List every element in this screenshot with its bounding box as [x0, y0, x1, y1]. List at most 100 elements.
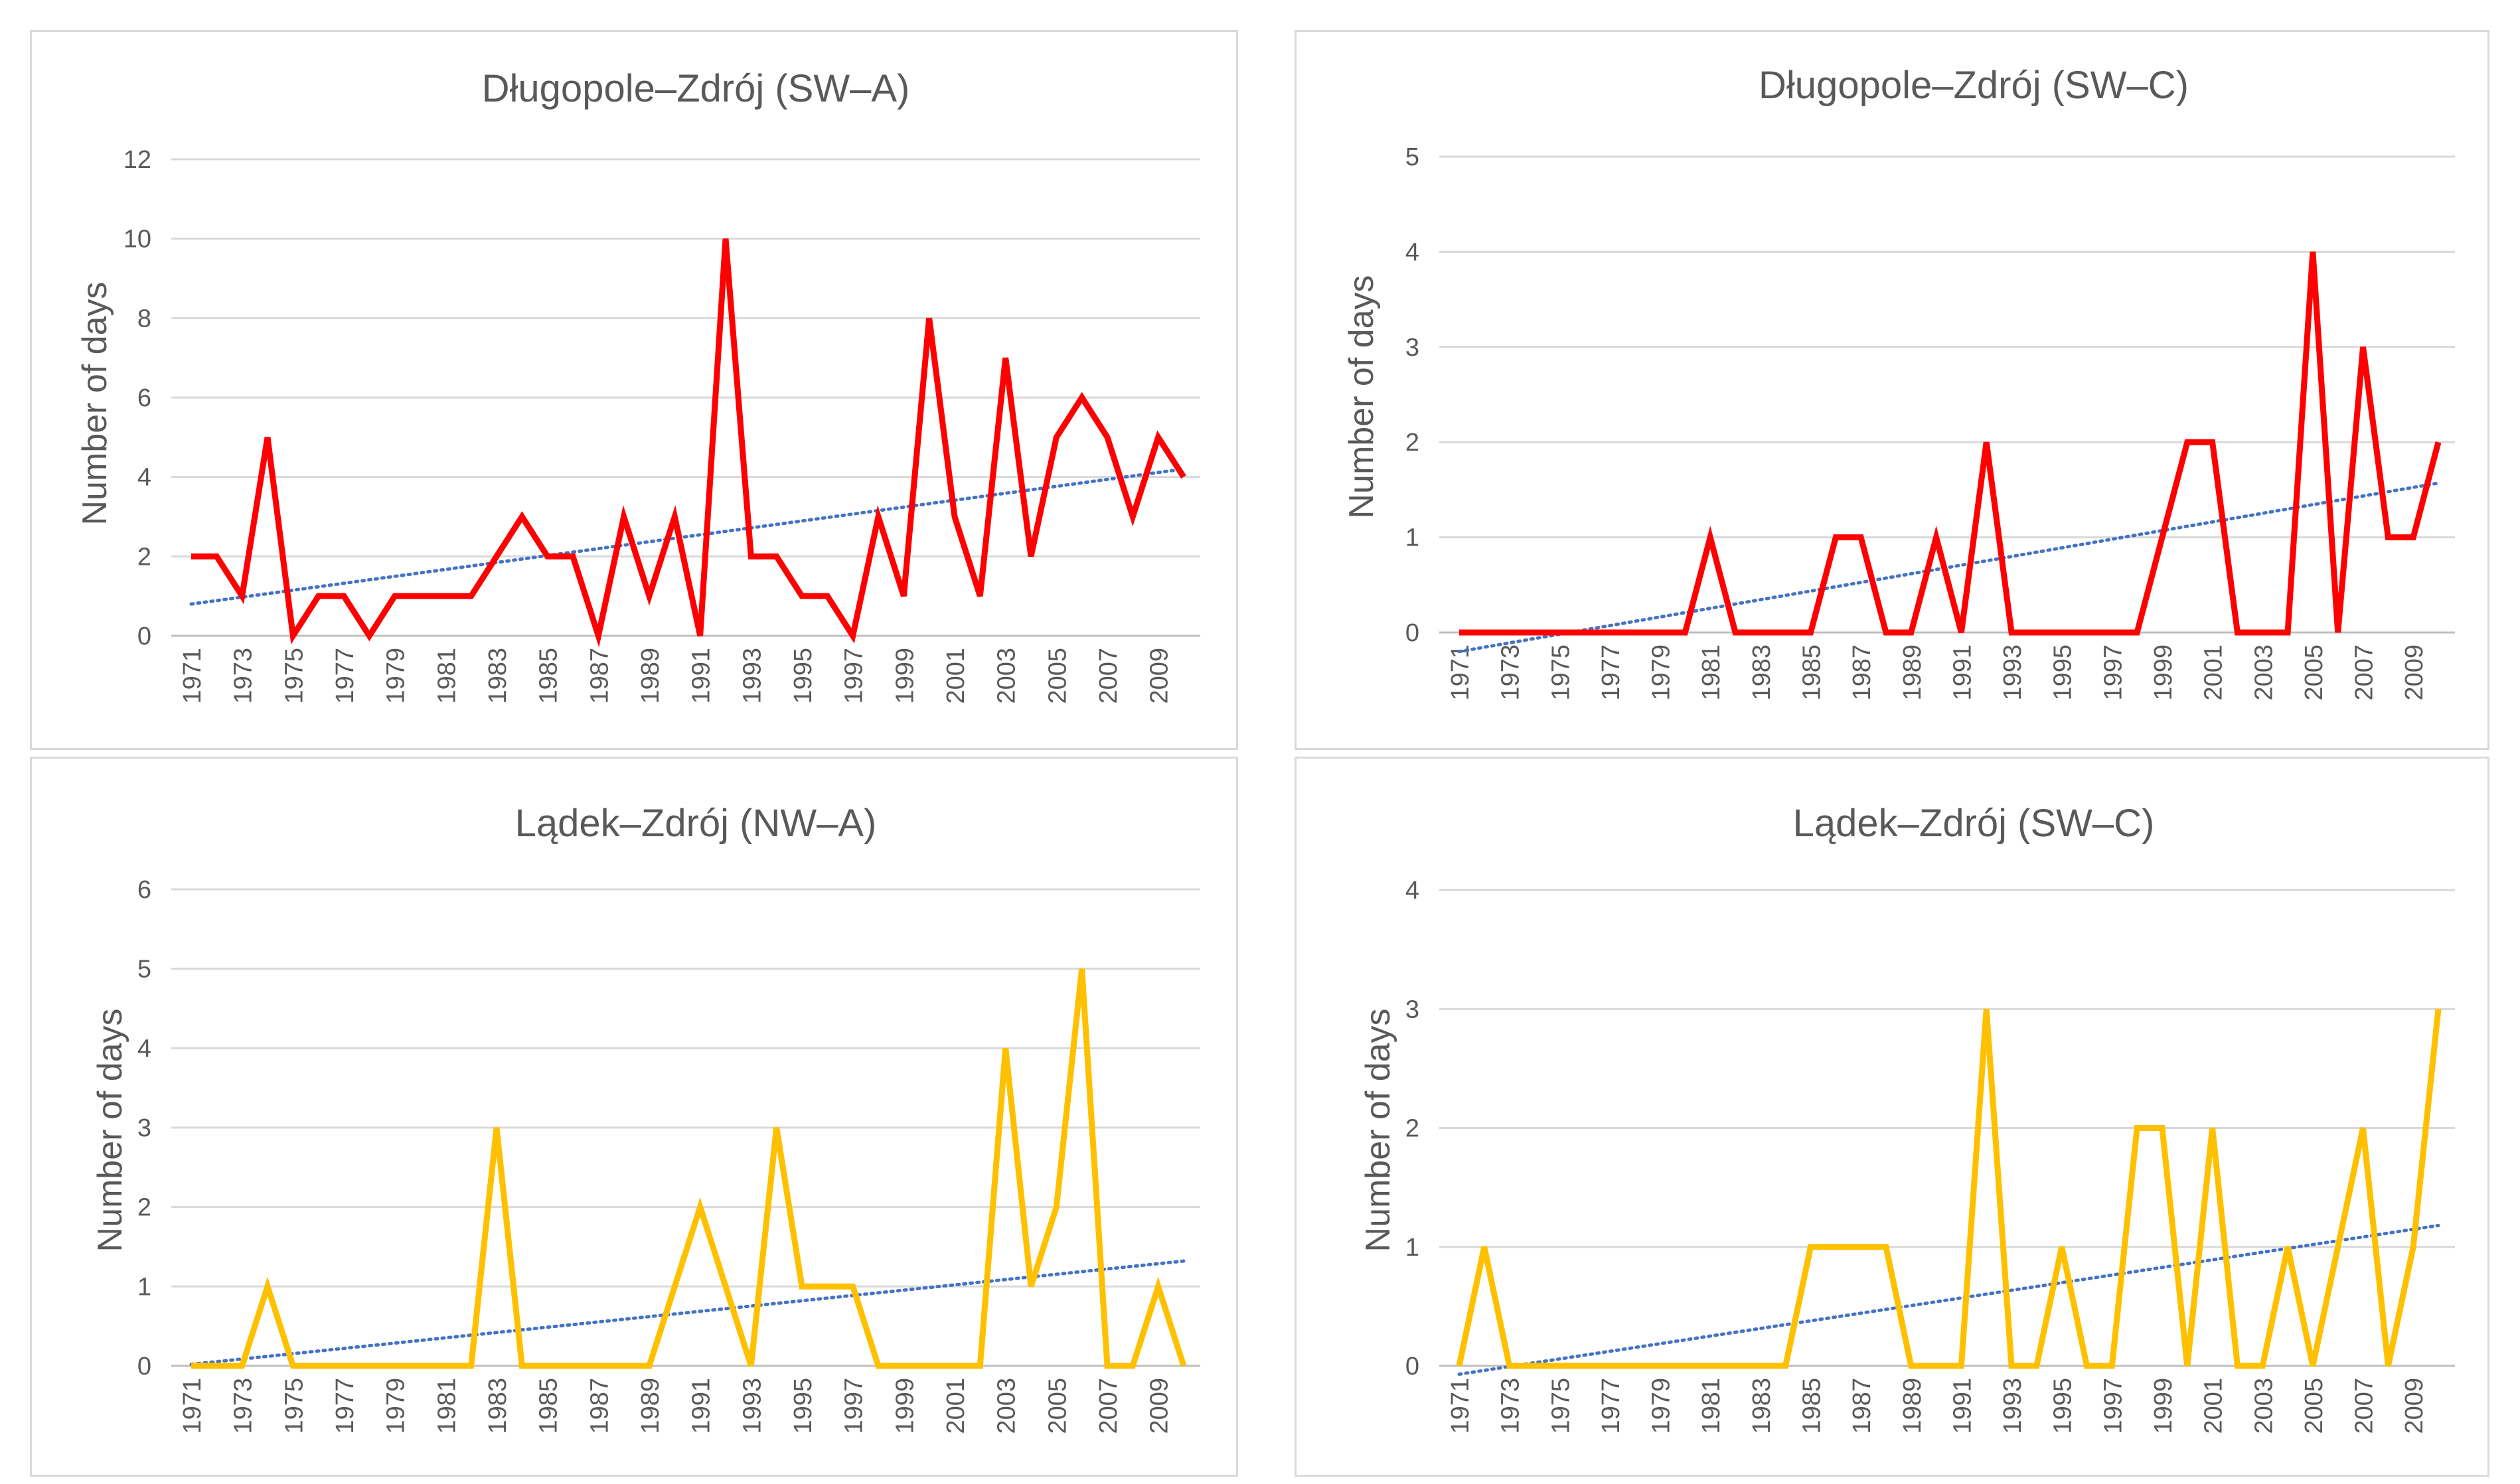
x-tick-label: 1983 [1748, 644, 1776, 701]
x-ticks: 1971 1973 1975 1977 1979 1981 1983 1985 1987 1989… [1447, 644, 2428, 701]
x-tick-label: 1979 [382, 1378, 410, 1434]
y-tick-label: 3 [1405, 996, 1419, 1023]
y-tick-label: 4 [137, 1035, 151, 1063]
x-tick-label: 1981 [1697, 644, 1725, 701]
x-tick-label: 1973 [230, 648, 258, 704]
x-tick-label: 1993 [1999, 644, 2027, 701]
y-tick-label: 10 [123, 226, 151, 254]
x-tick-label: 1977 [331, 1378, 359, 1434]
x-tick-label: 2007 [1095, 648, 1123, 704]
y-tick-label: 6 [137, 384, 151, 412]
y-tick-label: 2 [137, 543, 151, 571]
chart-svg-ladek-nw-a: Lądek–Zdrój (NW–A) Number of days 0 1 2 3 4 5… [91, 802, 1200, 1434]
x-tick-label: 1991 [1948, 1378, 1976, 1434]
chart-panel-ladek-nw-a: Lądek–Zdrój (NW–A) Number of days 0 1 2 3 4 5… [30, 757, 1238, 1477]
x-tick-label: 1987 [586, 1378, 613, 1434]
x-tick-label: 2007 [1095, 1378, 1123, 1434]
x-tick-label: 1985 [1798, 1378, 1826, 1434]
trendline [1457, 481, 2440, 654]
y-tick-label: 6 [137, 876, 151, 904]
x-tick-label: 1987 [1848, 644, 1876, 701]
x-tick-label: 2009 [1146, 1378, 1174, 1434]
x-tick-label: 1985 [535, 1378, 563, 1434]
x-tick-label: 1983 [484, 1378, 512, 1434]
y-tick-label: 2 [137, 1194, 151, 1222]
y-axis-label: Number of days [76, 281, 114, 525]
x-tick-label: 2007 [2351, 644, 2379, 701]
x-tick-label: 1971 [179, 1378, 206, 1434]
y-tick-label: 4 [1405, 238, 1419, 266]
x-tick-label: 1973 [230, 1378, 258, 1434]
y-tick-label: 3 [1405, 334, 1419, 362]
y-ticks: 0 1 2 3 4 5 6 [137, 876, 151, 1380]
chart-title: Lądek–Zdrój (NW–A) [515, 802, 877, 845]
x-tick-label: 1987 [586, 648, 613, 704]
x-tick-label: 1991 [1948, 644, 1976, 701]
x-tick-label: 2009 [2401, 1378, 2428, 1434]
x-tick-label: 1987 [1848, 1378, 1876, 1434]
y-tick-label: 5 [1405, 143, 1419, 171]
trendlines [1457, 481, 2440, 654]
x-tick-label: 1999 [891, 1378, 919, 1434]
trendlines [189, 1259, 1186, 1367]
x-tick-label: 1977 [1597, 1378, 1625, 1434]
gridlines [171, 158, 1200, 637]
x-tick-label: 1995 [2049, 1378, 2077, 1434]
x-tick-label: 1993 [1999, 1378, 2027, 1434]
y-tick-label: 1 [137, 1273, 151, 1301]
trendline [189, 1259, 1186, 1367]
x-ticks: 1971 1973 1975 1977 1979 1981 1983 1985 1987 1989… [179, 648, 1174, 704]
x-tick-label: 1975 [280, 648, 308, 704]
x-ticks: 1971 1973 1975 1977 1979 1981 1983 1985 1987 1989… [1447, 1378, 2428, 1434]
y-tick-label: 2 [1405, 1115, 1419, 1143]
y-tick-label: 1 [1405, 524, 1419, 552]
x-tick-label: 1993 [738, 1378, 766, 1434]
x-tick-label: 1975 [1547, 1378, 1575, 1434]
x-tick-label: 1983 [1748, 1378, 1776, 1434]
gridlines [1439, 889, 2455, 1367]
x-tick-label: 2001 [942, 648, 970, 704]
x-tick-label: 2005 [1044, 648, 1071, 704]
x-tick-label: 1991 [688, 648, 716, 704]
x-tick-label: 1989 [1899, 644, 1927, 701]
x-tick-label: 1989 [1899, 1378, 1927, 1434]
x-tick-label: 2003 [2250, 1378, 2278, 1434]
x-tick-label: 2009 [1146, 648, 1174, 704]
x-tick-label: 1977 [331, 648, 359, 704]
series-lines [191, 238, 1186, 648]
x-tick-label: 2003 [993, 1378, 1021, 1434]
y-tick-label: 0 [137, 623, 151, 650]
y-axis-label: Number of days [1342, 275, 1381, 518]
chart-title: Lądek–Zdrój (SW–C) [1793, 802, 2155, 845]
chart-svg-dlugopole-sw-c: Długopole–Zdrój (SW–C) Number of days 01… [1342, 64, 2455, 701]
x-tick-label: 1989 [637, 648, 665, 704]
x-tick-label: 2001 [2200, 644, 2228, 701]
x-tick-label: 1991 [688, 1378, 716, 1434]
x-tick-label: 1971 [1447, 1378, 1474, 1434]
chart-panel-dlugopole-sw-a: Długopole–Zdrój (SW–A) Number of days 0 2… [30, 30, 1238, 750]
y-tick-label: 4 [137, 464, 151, 492]
series-lines [1456, 1008, 2442, 1369]
trendline [1457, 1223, 2440, 1376]
x-ticks: 1971 1973 1975 1977 1979 1981 1983 1985 1987 1989… [179, 1378, 1174, 1434]
x-tick-label: 1981 [433, 648, 461, 704]
y-tick-label: 1 [1405, 1234, 1419, 1262]
x-tick-label: 2005 [1044, 1378, 1071, 1434]
y-axis-label: Number of days [91, 1008, 129, 1252]
x-tick-label: 1975 [280, 1378, 308, 1434]
x-tick-label: 1999 [2150, 644, 2177, 701]
y-tick-label: 0 [1405, 1353, 1419, 1380]
y-tick-label: 0 [1405, 619, 1419, 647]
x-tick-label: 2005 [2300, 1378, 2328, 1434]
gridlines [171, 888, 1200, 1367]
series-line-0 [1459, 252, 2442, 636]
chart-svg-ladek-sw-c: Lądek–Zdrój (SW–C) Number of days 01234 … [1359, 802, 2455, 1434]
x-tick-label: 1983 [484, 648, 512, 704]
trendline [189, 467, 1186, 606]
x-tick-label: 1981 [1697, 1378, 1725, 1434]
y-tick-label: 12 [123, 146, 151, 174]
x-tick-label: 2005 [2300, 644, 2328, 701]
x-tick-label: 1999 [891, 648, 919, 704]
